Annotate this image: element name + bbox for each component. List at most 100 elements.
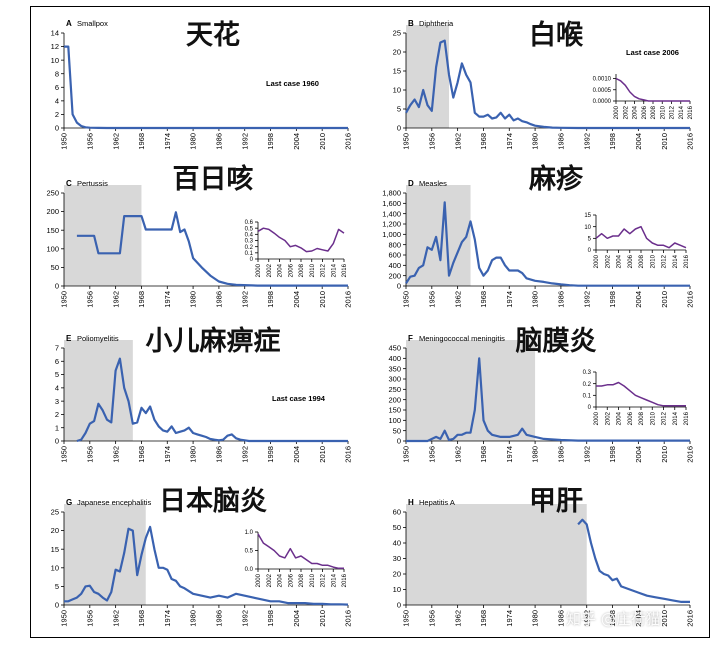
inset-x-tick-label: 2006 bbox=[628, 254, 634, 268]
main-y-tick-label: 250 bbox=[388, 385, 401, 394]
figure-frame bbox=[30, 6, 710, 638]
main-x-tick-label: 1962 bbox=[111, 610, 120, 627]
main-x-tick-label: 1986 bbox=[215, 133, 224, 150]
chinese-title: 脑膜炎 bbox=[516, 326, 597, 356]
inset-x-tick-label: 2008 bbox=[639, 254, 645, 268]
main-x-tick-label: 1950 bbox=[402, 610, 411, 627]
main-y-tick-label: 0 bbox=[55, 437, 59, 446]
main-x-tick-label: 1962 bbox=[453, 291, 462, 308]
panel-a: 0 2 4 6 8 10 12 14 1950 1956 1962 1968 1974 1980 1986 1… bbox=[51, 19, 353, 150]
main-x-tick-label: 1956 bbox=[427, 133, 436, 150]
panel-c: 0 50 100 150 200 250 1950 1956 1962 1968 1974 1980 1… bbox=[46, 163, 352, 308]
panel-letter: D bbox=[408, 179, 414, 188]
main-x-tick-label: 1956 bbox=[85, 133, 94, 150]
main-x-tick-label: 1956 bbox=[427, 610, 436, 627]
series-line bbox=[405, 201, 690, 287]
main-x-tick-label: 2016 bbox=[344, 446, 353, 463]
main-y-tick-label: 6 bbox=[55, 83, 59, 92]
inset-x-tick-label: 2014 bbox=[331, 573, 337, 587]
inset-x-tick-label: 2000 bbox=[256, 573, 262, 587]
inset-y-tick-label: 0.1 bbox=[583, 393, 592, 399]
main-x-tick-label: 2004 bbox=[634, 291, 643, 308]
inset-y-tick-label: 0.5 bbox=[245, 549, 254, 555]
main-y-tick-label: 10 bbox=[51, 563, 59, 572]
chinese-title: 天花 bbox=[186, 20, 240, 50]
inset-x-tick-label: 2016 bbox=[342, 573, 348, 587]
inset-x-tick-label: 2014 bbox=[673, 254, 679, 268]
inset-x-tick-label: 2004 bbox=[278, 573, 284, 587]
panel-title: Diphtheria bbox=[419, 19, 454, 28]
inset-y-tick-label: 0 bbox=[588, 405, 592, 411]
main-x-tick-label: 1962 bbox=[111, 133, 120, 150]
panel-letter: H bbox=[408, 498, 414, 507]
inset-x-tick-label: 2010 bbox=[650, 254, 656, 268]
main-y-tick-label: 4 bbox=[55, 383, 59, 392]
panel-title: Japanese encephalitis bbox=[77, 498, 151, 507]
main-y-tick-label: 0 bbox=[55, 282, 59, 291]
inset-x-tick-label: 2012 bbox=[321, 573, 327, 587]
inset-series-line bbox=[257, 533, 344, 570]
inset-x-tick-label: 2014 bbox=[679, 105, 685, 119]
shaded-region bbox=[64, 185, 142, 286]
inset-x-tick-label: 2002 bbox=[605, 411, 611, 425]
main-x-tick-label: 1956 bbox=[85, 291, 94, 308]
main-x-tick-label: 1992 bbox=[582, 133, 591, 150]
inset-x-tick-label: 2012 bbox=[662, 411, 668, 425]
panel-g: 0 5 10 15 20 25 1950 1956 1962 1968 1974 1980 1986 19… bbox=[51, 486, 353, 627]
inset-x-tick-label: 2014 bbox=[331, 263, 337, 277]
panel-letter: B bbox=[408, 19, 414, 28]
main-y-tick-label: 800 bbox=[388, 240, 401, 249]
main-x-tick-label: 1974 bbox=[505, 610, 514, 627]
main-x-tick-label: 1992 bbox=[582, 291, 591, 308]
inset-y-tick-label: 0.0000 bbox=[593, 99, 612, 105]
main-y-tick-label: 40 bbox=[393, 539, 401, 548]
main-y-tick-label: 50 bbox=[393, 523, 401, 532]
main-x-tick-label: 2010 bbox=[660, 291, 669, 308]
main-y-tick-label: 1,600 bbox=[382, 199, 401, 208]
main-x-tick-label: 2016 bbox=[686, 610, 695, 627]
main-y-tick-label: 1,400 bbox=[382, 209, 401, 218]
main-y-tick-label: 20 bbox=[51, 526, 59, 535]
main-y-tick-label: 450 bbox=[388, 344, 401, 353]
main-x-tick-label: 1974 bbox=[505, 446, 514, 463]
inset-x-tick-label: 2004 bbox=[617, 254, 623, 268]
inset-chart: 0.0 0.5 1.0 2000 2002 2004 2006 2008 2010 2012 201… bbox=[245, 530, 348, 587]
inset-x-tick-label: 2016 bbox=[688, 105, 694, 119]
main-x-tick-label: 1998 bbox=[608, 610, 617, 627]
main-x-tick-label: 1998 bbox=[266, 610, 275, 627]
inset-chart: 00.10.20.30.40.50.6 2000 2002 2004 2006 2008 2… bbox=[245, 220, 348, 277]
main-x-tick-label: 1950 bbox=[402, 133, 411, 150]
main-x-tick-label: 2016 bbox=[344, 610, 353, 627]
chinese-title: 白喉 bbox=[529, 19, 584, 50]
annotation-label: Last case 1960 bbox=[266, 79, 319, 88]
main-x-tick-label: 2010 bbox=[660, 610, 669, 627]
inset-x-tick-label: 2010 bbox=[310, 573, 316, 587]
inset-y-tick-label: 0.5 bbox=[245, 226, 254, 232]
main-y-tick-label: 10 bbox=[393, 585, 401, 594]
inset-y-tick-label: 15 bbox=[584, 213, 591, 219]
watermark-text: 知乎 @庄荷猫 bbox=[566, 610, 661, 628]
inset-x-tick-label: 2010 bbox=[650, 411, 656, 425]
main-x-tick-label: 1986 bbox=[215, 610, 224, 627]
main-y-tick-label: 6 bbox=[55, 357, 59, 366]
main-y-tick-label: 200 bbox=[388, 395, 401, 404]
inset-y-tick-label: 0.3 bbox=[583, 370, 592, 376]
panel-letter: E bbox=[66, 334, 72, 343]
main-x-tick-label: 1974 bbox=[163, 133, 172, 150]
shaded-region bbox=[64, 340, 133, 441]
main-x-tick-label: 2004 bbox=[292, 133, 301, 150]
main-y-tick-label: 4 bbox=[55, 96, 59, 105]
main-y-tick-label: 250 bbox=[46, 189, 59, 198]
inset-x-tick-label: 2016 bbox=[684, 411, 690, 425]
main-y-tick-label: 60 bbox=[393, 508, 401, 517]
panel-b: 0 5 10 15 20 25 1950 1956 1962 1968 1974 1980 1986 19… bbox=[393, 19, 695, 150]
main-x-tick-label: 1986 bbox=[557, 291, 566, 308]
main-y-tick-label: 50 bbox=[51, 263, 59, 272]
main-y-tick-label: 15 bbox=[51, 545, 59, 554]
main-x-tick-label: 1950 bbox=[60, 291, 69, 308]
main-x-tick-label: 1968 bbox=[137, 291, 146, 308]
main-x-tick-label: 1968 bbox=[137, 133, 146, 150]
inset-y-tick-label: 0.6 bbox=[245, 220, 254, 226]
